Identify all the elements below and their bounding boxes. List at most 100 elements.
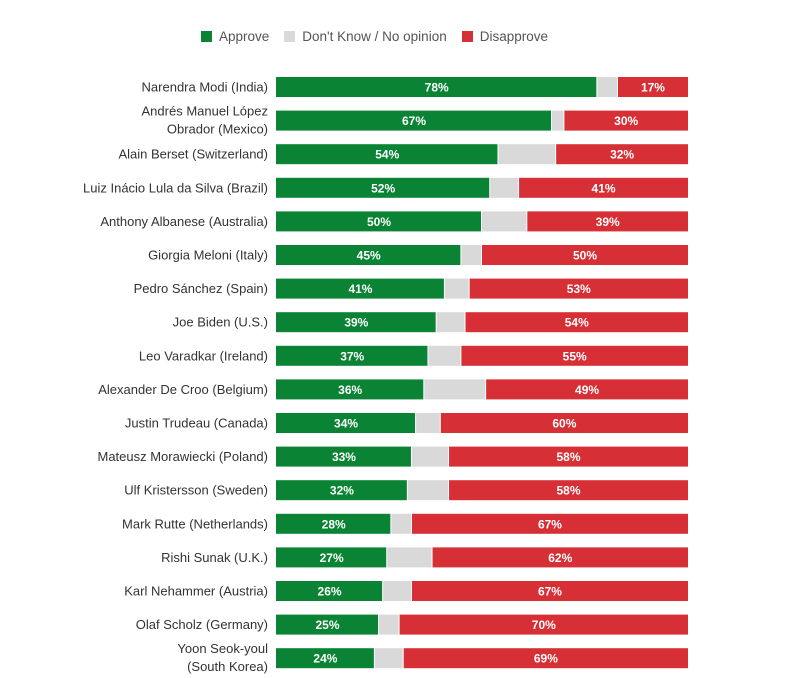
bar-segment-approve <box>276 547 387 568</box>
value-label-approve: 25% <box>315 618 339 632</box>
bar-segment-approve <box>276 379 424 400</box>
bar-segment-disapprove <box>411 581 688 601</box>
bar-segment-approve <box>276 480 407 501</box>
category-label: Olaf Scholz (Germany) <box>136 617 268 632</box>
legend-swatch-disapprove <box>461 31 473 42</box>
value-label-disapprove: 62% <box>548 551 572 565</box>
value-label-disapprove: 41% <box>592 181 616 195</box>
bar-segment-approve <box>276 345 428 366</box>
bar-segment-dont-know <box>428 345 461 366</box>
bar-segment-disapprove <box>486 379 688 400</box>
bar-segment-disapprove <box>519 177 688 198</box>
value-label-approve: 37% <box>340 349 364 363</box>
bar-segment-disapprove <box>432 547 688 568</box>
value-label-approve: 67% <box>402 114 426 128</box>
bar-segment-approve <box>276 110 552 131</box>
legend-swatch-approve <box>201 31 212 42</box>
bar-segment-disapprove <box>469 278 688 299</box>
bar-row: Olaf Scholz (Germany) 25% 70% <box>136 614 688 635</box>
bar-row: Leo Varadkar (Ireland) 37% 55% <box>139 345 688 366</box>
category-label: Yoon Seok-youl <box>177 641 268 656</box>
bar-segment-dont-know <box>461 245 481 265</box>
value-label-disapprove: 60% <box>552 417 576 431</box>
category-label: Justin Trudeau (Canada) <box>125 416 268 431</box>
value-label-disapprove: 54% <box>565 316 589 330</box>
bar-row: Joe Biden (U.S.) 39% 54% <box>173 312 688 333</box>
value-label-approve: 36% <box>338 383 362 397</box>
bar-segment-approve <box>276 278 444 299</box>
value-label-disapprove: 67% <box>538 585 562 599</box>
category-label: Rishi Sunak (U.K.) <box>161 550 268 565</box>
bar-row: Luiz Inácio Lula da Silva (Brazil) 52% 41% <box>83 177 688 198</box>
bar-row: Mateusz Morawiecki (Poland) 33% 58% <box>97 446 688 467</box>
bar-segment-approve <box>276 245 461 265</box>
legend-item-dont-know: Don't Know / No opinion <box>284 29 447 44</box>
bar-segment-approve <box>276 614 378 635</box>
value-label-disapprove: 39% <box>596 215 620 229</box>
bar-segment-dont-know <box>424 379 486 400</box>
category-label: Joe Biden (U.S.) <box>173 315 268 330</box>
value-label-disapprove: 58% <box>557 484 581 498</box>
value-label-disapprove: 50% <box>573 249 597 263</box>
bar-row: Justin Trudeau (Canada) 34% 60% <box>125 413 688 433</box>
value-label-disapprove: 55% <box>563 349 587 363</box>
category-label: Narendra Modi (India) <box>142 80 268 95</box>
bar-segment-approve <box>276 177 490 198</box>
bar-row: Giorgia Meloni (Italy) 45% 50% <box>148 245 688 265</box>
value-label-approve: 45% <box>357 249 381 263</box>
bar-row: Rishi Sunak (U.K.) 27% 62% <box>161 547 688 568</box>
bar-segment-disapprove <box>465 312 688 333</box>
bar-segment-disapprove <box>399 614 688 635</box>
bar-segment-dont-know <box>374 648 403 669</box>
category-label: Mateusz Morawiecki (Poland) <box>97 449 268 464</box>
value-label-approve: 54% <box>375 148 399 162</box>
category-label: Andrés Manuel López <box>142 104 268 119</box>
category-label: Pedro Sánchez (Spain) <box>134 281 268 296</box>
bar-segment-approve <box>276 312 436 333</box>
bar-row: Yoon Seok-youl (South Korea) 24% 69% <box>177 641 688 674</box>
value-label-approve: 33% <box>332 450 356 464</box>
category-label: Alain Berset (Switzerland) <box>118 147 268 162</box>
bar-segment-dont-know <box>407 480 449 501</box>
value-label-approve: 32% <box>330 484 354 498</box>
bar-row: Alain Berset (Switzerland) 54% 32% <box>118 144 688 165</box>
bar-segment-dont-know <box>387 547 432 568</box>
value-label-disapprove: 53% <box>567 282 591 296</box>
category-label: Obrador (Mexico) <box>167 122 268 137</box>
bar-segment-approve <box>276 413 416 433</box>
bar-row: Pedro Sánchez (Spain) 41% 53% <box>134 278 688 299</box>
bar-row: Ulf Kristersson (Sweden) 32% 58% <box>124 480 688 501</box>
value-label-disapprove: 49% <box>575 383 599 397</box>
value-label-disapprove: 67% <box>538 517 562 531</box>
value-label-disapprove: 58% <box>557 450 581 464</box>
legend-label-disapprove: Disapprove <box>479 29 549 44</box>
value-label-approve: 52% <box>371 181 395 195</box>
bar-segment-disapprove <box>564 110 688 131</box>
value-label-disapprove: 30% <box>614 114 638 128</box>
bar-segment-dont-know <box>552 110 564 131</box>
bar-segment-disapprove <box>617 77 688 97</box>
bar-segment-dont-know <box>498 144 556 165</box>
value-label-approve: 26% <box>318 585 342 599</box>
bar-segment-disapprove <box>449 480 688 501</box>
value-label-disapprove: 69% <box>534 652 558 666</box>
bar-segment-dont-know <box>490 177 519 198</box>
bar-segment-disapprove <box>461 345 688 366</box>
legend-item-approve: Approve <box>201 29 269 44</box>
bar-segment-approve <box>276 446 411 467</box>
value-label-approve: 78% <box>425 81 449 95</box>
category-label: Mark Rutte (Netherlands) <box>122 516 268 531</box>
bar-segment-dont-know <box>391 513 411 534</box>
bar-segment-dont-know <box>482 211 527 232</box>
category-label: Leo Varadkar (Ireland) <box>139 348 268 363</box>
value-label-approve: 50% <box>367 215 391 229</box>
bar-row: Narendra Modi (India) 78% 17% <box>142 77 688 97</box>
bar-segment-disapprove <box>527 211 688 232</box>
category-label: Giorgia Meloni (Italy) <box>148 248 268 263</box>
value-label-disapprove: 17% <box>641 81 665 95</box>
bar-segment-disapprove <box>556 144 688 165</box>
legend-swatch-dont-know <box>284 31 296 42</box>
legend-label-dont-know: Don't Know / No opinion <box>302 29 447 44</box>
value-label-approve: 24% <box>313 652 337 666</box>
